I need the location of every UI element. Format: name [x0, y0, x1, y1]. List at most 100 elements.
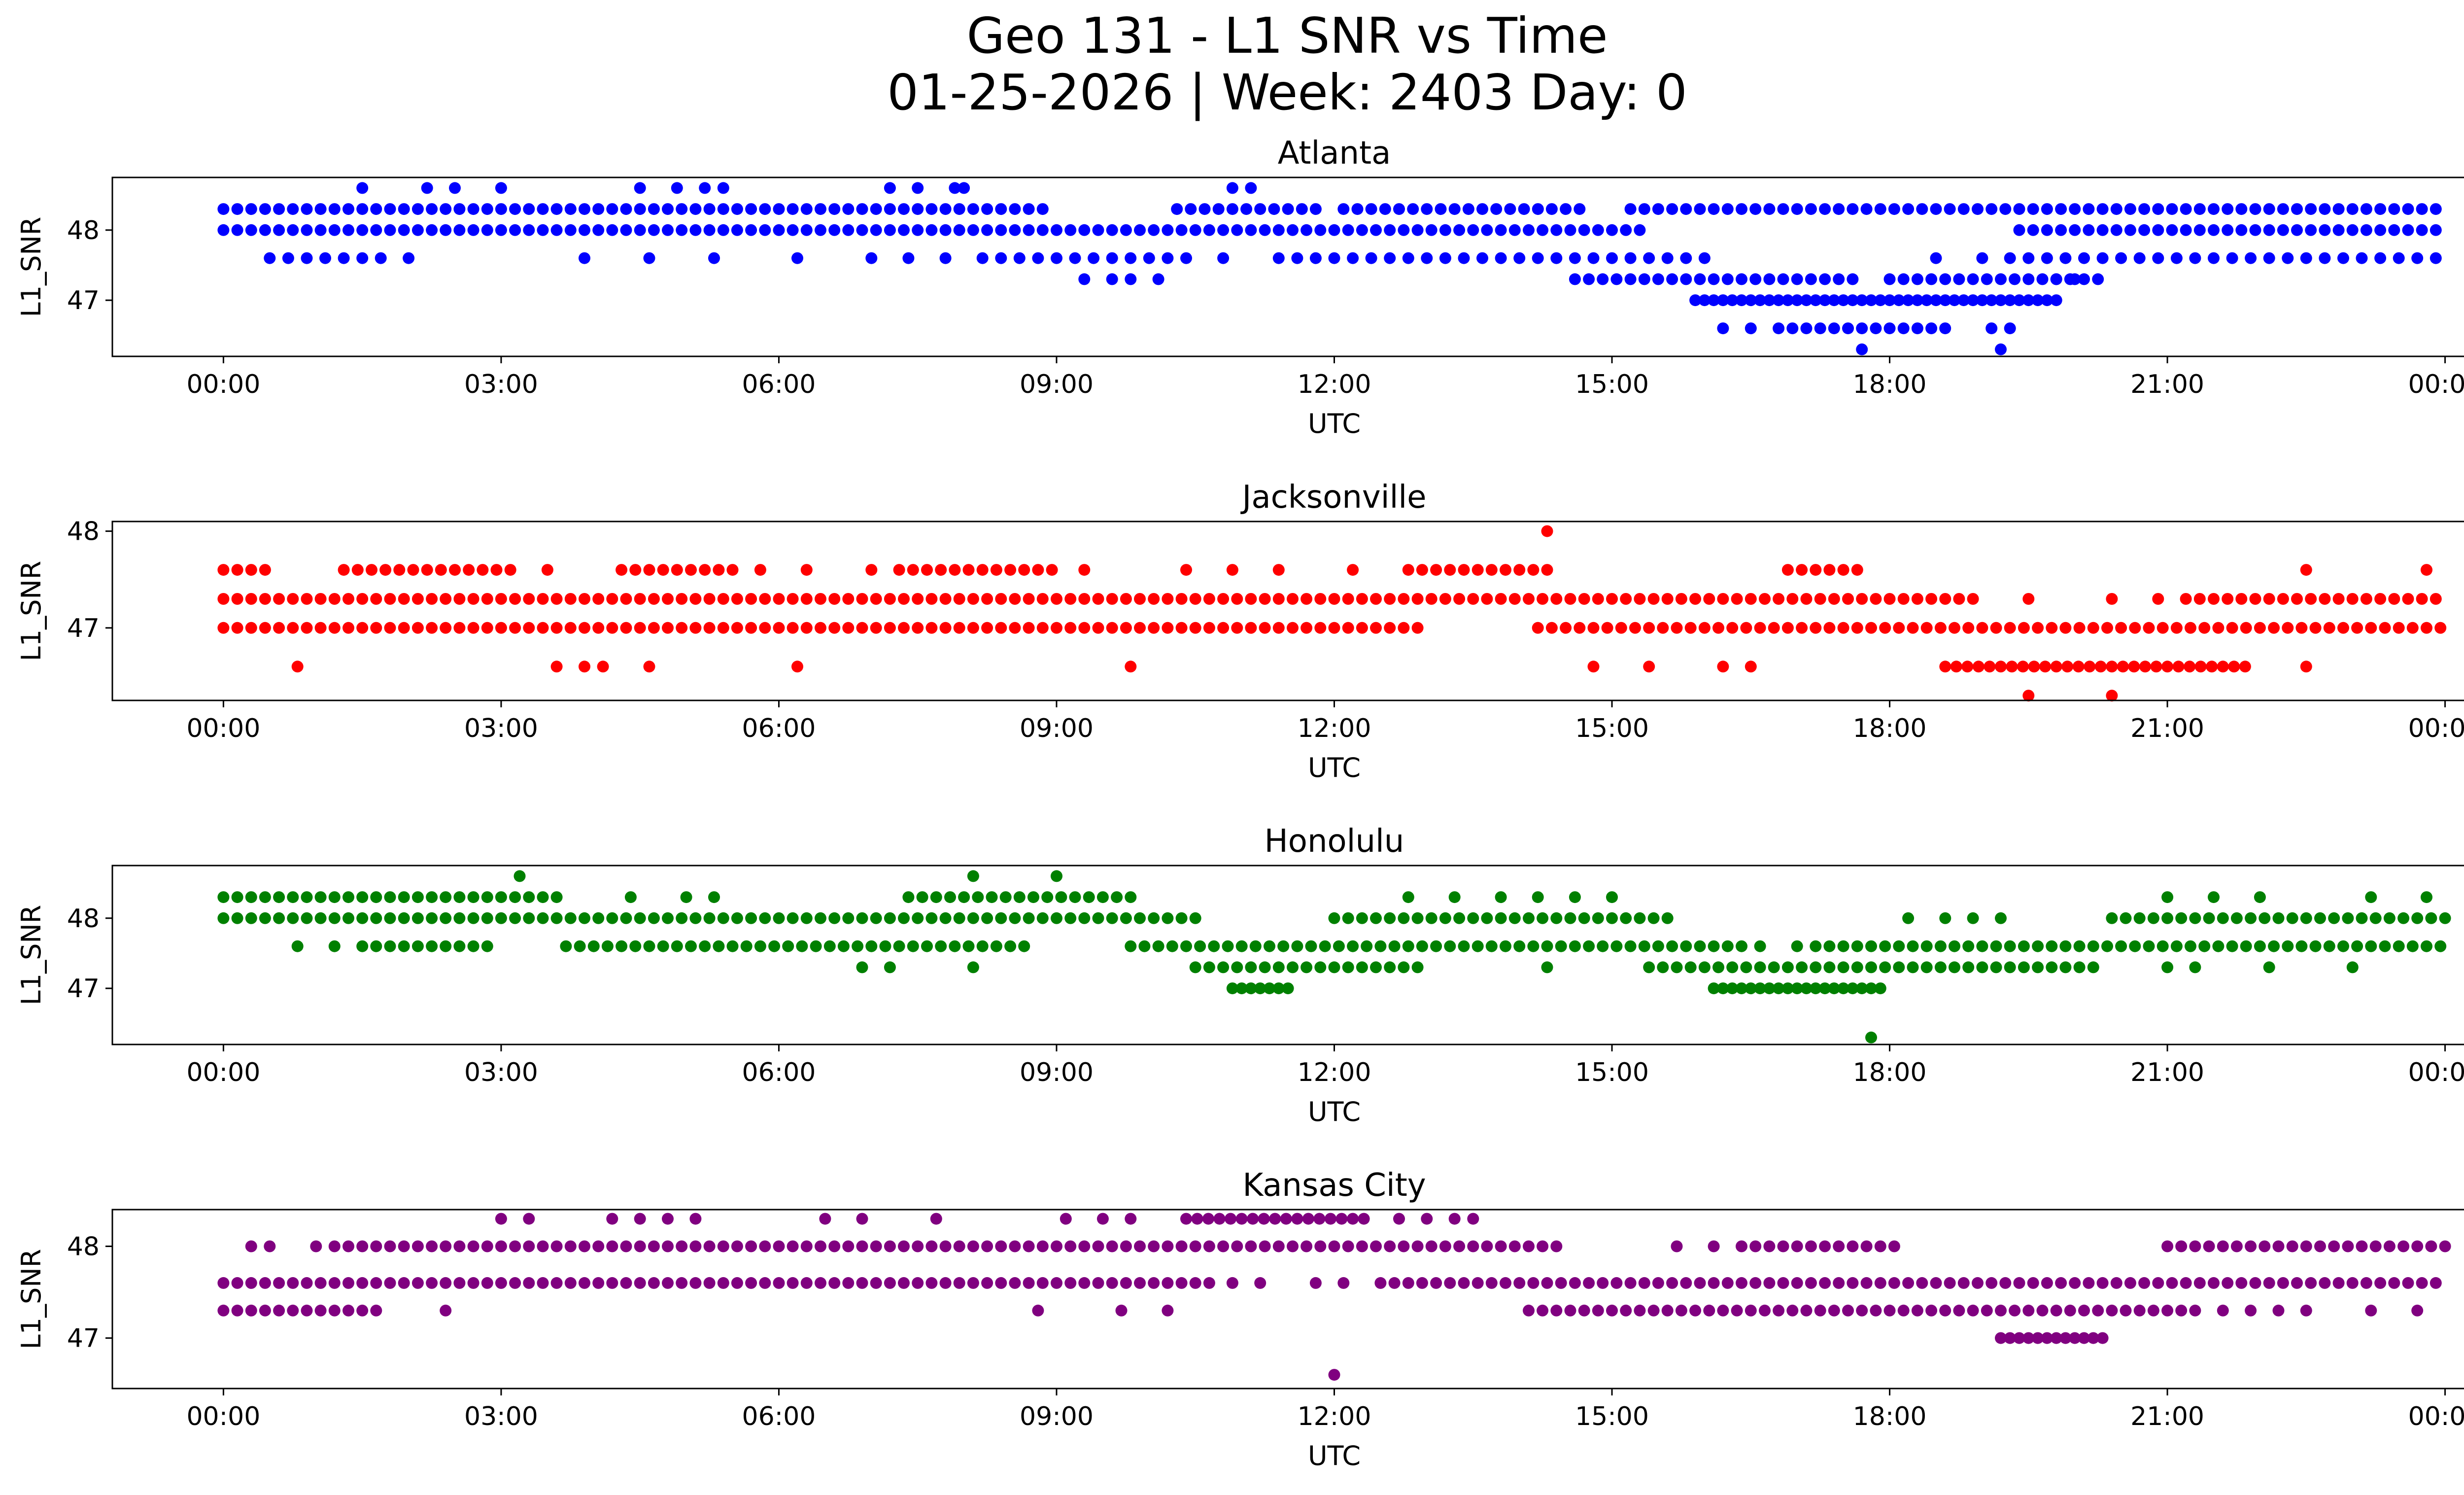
data-point: [1721, 273, 1734, 285]
data-point: [828, 1240, 841, 1252]
data-point: [1384, 912, 1396, 924]
data-point: [699, 564, 711, 576]
data-point: [717, 622, 729, 634]
data-point: [1402, 1277, 1414, 1289]
data-point: [2416, 1277, 2428, 1289]
data-point: [1411, 961, 1424, 973]
data-point: [703, 593, 716, 605]
data-point: [579, 593, 590, 605]
data-point: [2110, 1277, 2122, 1289]
data-point: [731, 622, 743, 634]
data-point: [287, 224, 299, 236]
data-point: [453, 622, 466, 634]
data-point: [1740, 961, 1752, 973]
data-point: [800, 224, 813, 236]
data-point: [935, 564, 947, 576]
data-point: [2004, 252, 2016, 264]
data-point: [2421, 564, 2432, 576]
y-tick-label: 48: [67, 517, 100, 547]
data-point: [800, 1240, 813, 1252]
data-point: [2170, 622, 2183, 634]
data-point: [2106, 912, 2118, 924]
data-point: [1444, 1277, 1456, 1289]
data-point: [925, 912, 938, 924]
data-point: [2152, 203, 2164, 215]
data-point: [2059, 1332, 2072, 1344]
data-point: [1092, 1240, 1104, 1252]
data-point: [912, 203, 924, 215]
data-point: [1652, 1277, 1664, 1289]
data-point: [356, 940, 369, 952]
data-point: [1745, 322, 1757, 335]
data-point: [2180, 1277, 2192, 1289]
data-point: [1805, 203, 1817, 215]
data-point: [1916, 203, 1928, 215]
data-point: [1125, 661, 1137, 673]
y-axis-label: L1_SNR: [16, 905, 47, 1006]
data-point: [1300, 1240, 1313, 1252]
data-point: [314, 1304, 327, 1317]
data-point: [912, 1240, 924, 1252]
data-point: [1458, 940, 1470, 952]
data-point: [1217, 622, 1230, 634]
data-point: [2369, 1240, 2382, 1252]
data-point: [2291, 224, 2303, 236]
data-point: [398, 1240, 410, 1252]
data-point: [990, 940, 1002, 952]
data-point: [328, 891, 341, 904]
data-point: [745, 1277, 757, 1289]
data-point: [1569, 273, 1581, 285]
data-point: [1370, 593, 1382, 605]
data-point: [1296, 203, 1308, 215]
data-point: [1550, 1304, 1563, 1317]
data-point: [676, 203, 688, 215]
data-point: [2036, 273, 2049, 285]
data-point: [981, 1277, 993, 1289]
data-point: [884, 622, 896, 634]
data-point: [592, 1240, 605, 1252]
data-point: [662, 622, 674, 634]
data-point: [1888, 1240, 1900, 1252]
data-point: [1564, 224, 1576, 236]
data-point: [2235, 1277, 2248, 1289]
data-point: [1198, 203, 1211, 215]
data-point: [898, 1240, 910, 1252]
data-point: [1925, 593, 1938, 605]
data-point: [1018, 940, 1030, 952]
data-point: [1745, 982, 1757, 995]
data-point: [995, 593, 1007, 605]
data-point: [2050, 1304, 2062, 1317]
data-point: [1800, 593, 1813, 605]
data-point: [1245, 982, 1257, 995]
data-point: [1036, 593, 1049, 605]
data-point: [2072, 661, 2085, 673]
data-point: [2152, 1277, 2164, 1289]
data-point: [2300, 1304, 2312, 1317]
data-point: [1166, 940, 1178, 952]
data-point: [2129, 622, 2141, 634]
data-point: [407, 564, 419, 576]
data-point: [1754, 622, 1766, 634]
data-point: [1800, 294, 1813, 307]
data-point: [1634, 912, 1646, 924]
data-point: [1245, 182, 1257, 194]
data-point: [1537, 912, 1549, 924]
data-point: [1583, 940, 1595, 952]
data-point: [2272, 1240, 2285, 1252]
data-point: [509, 912, 521, 924]
data-point: [1280, 1213, 1292, 1225]
data-point: [745, 912, 757, 924]
data-point: [1282, 203, 1294, 215]
data-point: [1411, 593, 1424, 605]
data-point: [1874, 1240, 1886, 1252]
data-point: [523, 891, 535, 904]
data-point: [2046, 940, 2058, 952]
data-point: [1828, 294, 1840, 307]
data-point: [2161, 912, 2174, 924]
data-point: [1680, 1277, 1692, 1289]
data-point: [662, 1240, 674, 1252]
data-point: [564, 1240, 577, 1252]
data-point: [1300, 224, 1313, 236]
data-point: [2379, 940, 2391, 952]
data-point: [921, 564, 933, 576]
